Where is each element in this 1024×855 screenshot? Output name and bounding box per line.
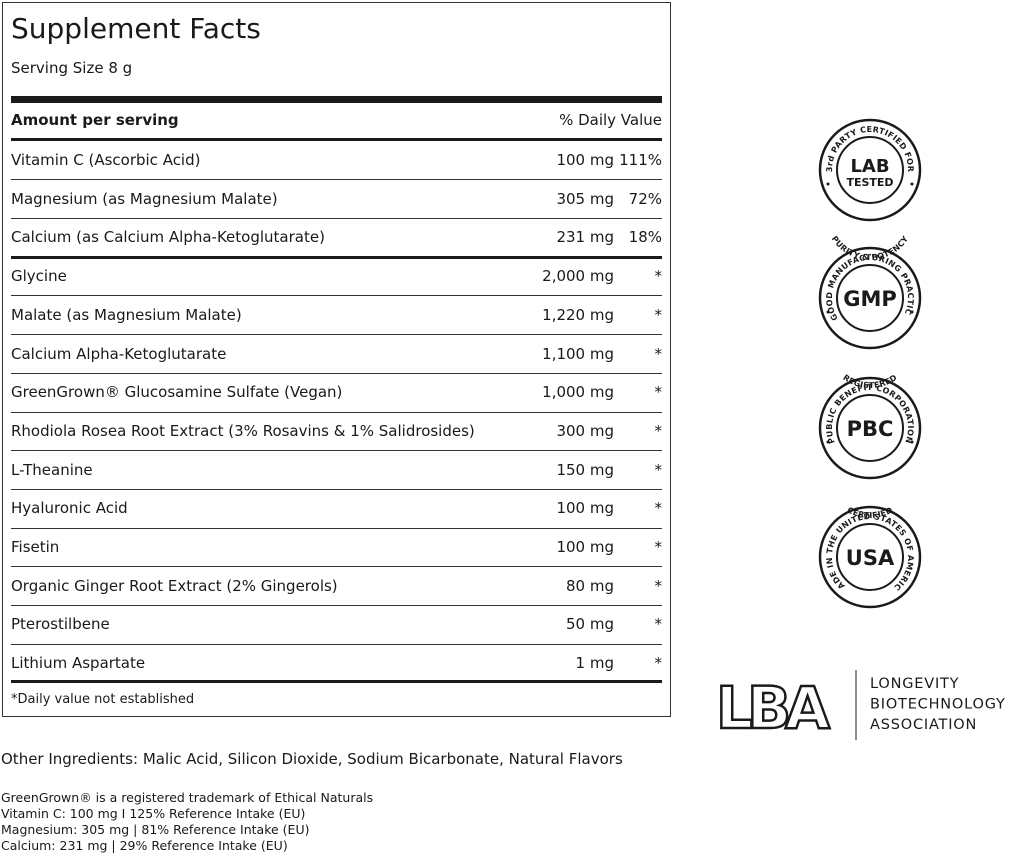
column-header: Amount per serving [11, 111, 179, 129]
row-rule [11, 566, 662, 568]
badge-ring [818, 118, 922, 222]
ingredient-amount: 2,000 mg [542, 267, 614, 286]
ingredient-amount: 80 mg [566, 576, 614, 595]
daily-value: * [654, 460, 663, 479]
ingredient-name: Vitamin C (Ascorbic Acid) [11, 151, 201, 169]
daily-value: * [654, 305, 663, 324]
daily-value: * [654, 344, 663, 363]
ingredient-amount: 100 mg [556, 538, 614, 556]
badge-dot [826, 182, 830, 186]
daily-value: 111% [619, 151, 662, 169]
row-rule [11, 179, 662, 181]
ingredient-amount: 1,220 mg [542, 305, 614, 324]
logo-name: ASSOCIATION [870, 717, 977, 733]
daily-value: * [654, 654, 663, 673]
ingredient-amount: 1,000 mg [542, 383, 614, 402]
badge-dot [826, 310, 830, 314]
daily-value: * [654, 383, 663, 402]
ingredient-amount: 1 mg [575, 654, 614, 673]
row-rule [11, 488, 662, 490]
row-rule [11, 605, 662, 607]
badge-inner [836, 394, 904, 462]
ingredient-name: Malate (as Magnesium Malate) [11, 305, 242, 324]
logo-name: LONGEVITY [870, 676, 959, 692]
badge-ring [818, 246, 922, 350]
daily-value: 18% [628, 228, 662, 247]
ingredient-amount: 100 mg [556, 151, 614, 169]
row-rule [11, 218, 662, 220]
ingredient-name: Rhodiola Rosea Root Extract (3% Rosavins… [11, 421, 475, 440]
ingredient-amount: 150 mg [556, 460, 614, 479]
ingredient-name: Magnesium (as Magnesium Malate) [11, 189, 278, 208]
row-rule [11, 527, 662, 529]
serving-size: Serving Size 8 g [11, 59, 133, 77]
row-rule [11, 450, 662, 452]
logo-mark: LBA [716, 674, 830, 742]
daily-value: * [654, 499, 663, 518]
daily-value: * [654, 576, 663, 595]
thick-rule [11, 680, 662, 684]
badge-dot [826, 440, 830, 444]
badge-inner [836, 136, 904, 204]
badge-dot [910, 440, 914, 444]
daily-value: * [654, 267, 663, 286]
thick-rule [11, 138, 662, 141]
ingredient-amount: 1,100 mg [542, 344, 614, 363]
row-rule [11, 334, 662, 336]
footnote: *Daily value not established [11, 692, 195, 707]
note: Calcium: 231 mg | 29% Reference Intake (… [1, 838, 288, 853]
daily-value: 72% [628, 189, 662, 208]
column-header: % Daily Value [559, 111, 662, 129]
ingredient-amount: 300 mg [556, 421, 614, 440]
ingredient-name: L-Theanine [11, 460, 93, 479]
note: Vitamin C: 100 mg I 125% Reference Intak… [1, 806, 306, 821]
ingredient-name: Organic Ginger Root Extract (2% Gingerol… [11, 576, 338, 595]
ingredient-name: Calcium Alpha-Ketoglutarate [11, 344, 227, 363]
badge-ring [818, 505, 922, 609]
row-rule [11, 411, 662, 413]
ingredient-amount: 305 mg [556, 189, 614, 208]
ingredient-amount: 231 mg [556, 228, 614, 247]
ingredient-name: GreenGrown® Glucosamine Sulfate (Vegan) [11, 383, 343, 402]
badge-center-text: PBC [847, 417, 894, 441]
badge-dot [910, 182, 914, 186]
logo-name: BIOTECHNOLOGY [870, 697, 1006, 713]
badge-dot [910, 310, 914, 314]
badge-center-text: USA [846, 546, 895, 570]
facts-panel [2, 2, 671, 717]
thick-rule [11, 255, 662, 259]
ingredient-name: Glycine [11, 267, 67, 286]
row-rule [11, 295, 662, 297]
daily-value: * [654, 615, 663, 634]
badge-ring [818, 376, 922, 480]
daily-value: * [654, 538, 663, 556]
daily-value: * [654, 421, 663, 440]
ingredient-amount: 50 mg [566, 615, 614, 634]
badge-center-text: GMP [843, 287, 897, 311]
ingredient-name: Pterostilbene [11, 615, 110, 634]
ingredient-name: Fisetin [11, 538, 60, 556]
title: Supplement Facts [11, 12, 261, 45]
row-rule [11, 372, 662, 374]
thick-bar [11, 96, 662, 103]
ingredient-amount: 100 mg [556, 499, 614, 518]
row-rule [11, 643, 662, 645]
badge-inner [836, 264, 904, 332]
other-ingredients: Other Ingredients: Malic Acid, Silicon D… [1, 750, 623, 768]
note: GreenGrown® is a registered trademark of… [1, 790, 374, 805]
note: Magnesium: 305 mg | 81% Reference Intake… [1, 822, 310, 837]
ingredient-name: Calcium (as Calcium Alpha-Ketoglutarate) [11, 228, 325, 247]
badge-center-text: LAB [850, 156, 889, 177]
ingredient-name: Lithium Aspartate [11, 654, 146, 673]
badge-inner [836, 523, 904, 591]
badge-center-text: TESTED [846, 176, 893, 189]
ingredient-name: Hyaluronic Acid [11, 499, 128, 518]
